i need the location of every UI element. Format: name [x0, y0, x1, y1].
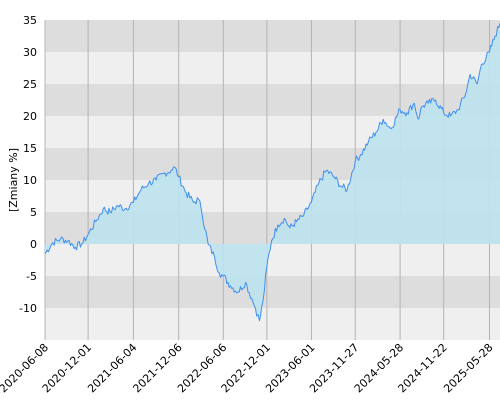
x-tick-label: 2025-05-28 — [441, 341, 495, 395]
y-tick-labels: 35 30 25 20 15 10 5 0 -5 -10 — [19, 14, 37, 315]
y-axis-label: [Zmiany %] — [7, 148, 20, 212]
y-tick-label: 30 — [23, 46, 37, 59]
y-tick-label: 5 — [30, 206, 37, 219]
y-tick-label: 25 — [23, 78, 37, 91]
grid-band — [45, 308, 500, 340]
y-tick-label: -10 — [19, 302, 37, 315]
grid-band — [45, 20, 500, 52]
y-tick-label: 15 — [23, 142, 37, 155]
y-tick-label: 0 — [30, 238, 37, 251]
y-tick-label: 10 — [23, 174, 37, 187]
area-fill — [45, 23, 500, 321]
y-tick-label: -5 — [26, 270, 37, 283]
area-fill-path — [45, 23, 500, 321]
y-tick-label: 20 — [23, 110, 37, 123]
grid-band — [45, 276, 500, 308]
x-tick-labels: 2020-06-082020-12-012021-06-042021-12-06… — [0, 341, 496, 395]
series-line — [44, 23, 500, 322]
grid-band — [45, 244, 500, 276]
grid-band — [45, 52, 500, 84]
series-line-path — [44, 23, 500, 322]
y-tick-label: 35 — [23, 14, 37, 27]
